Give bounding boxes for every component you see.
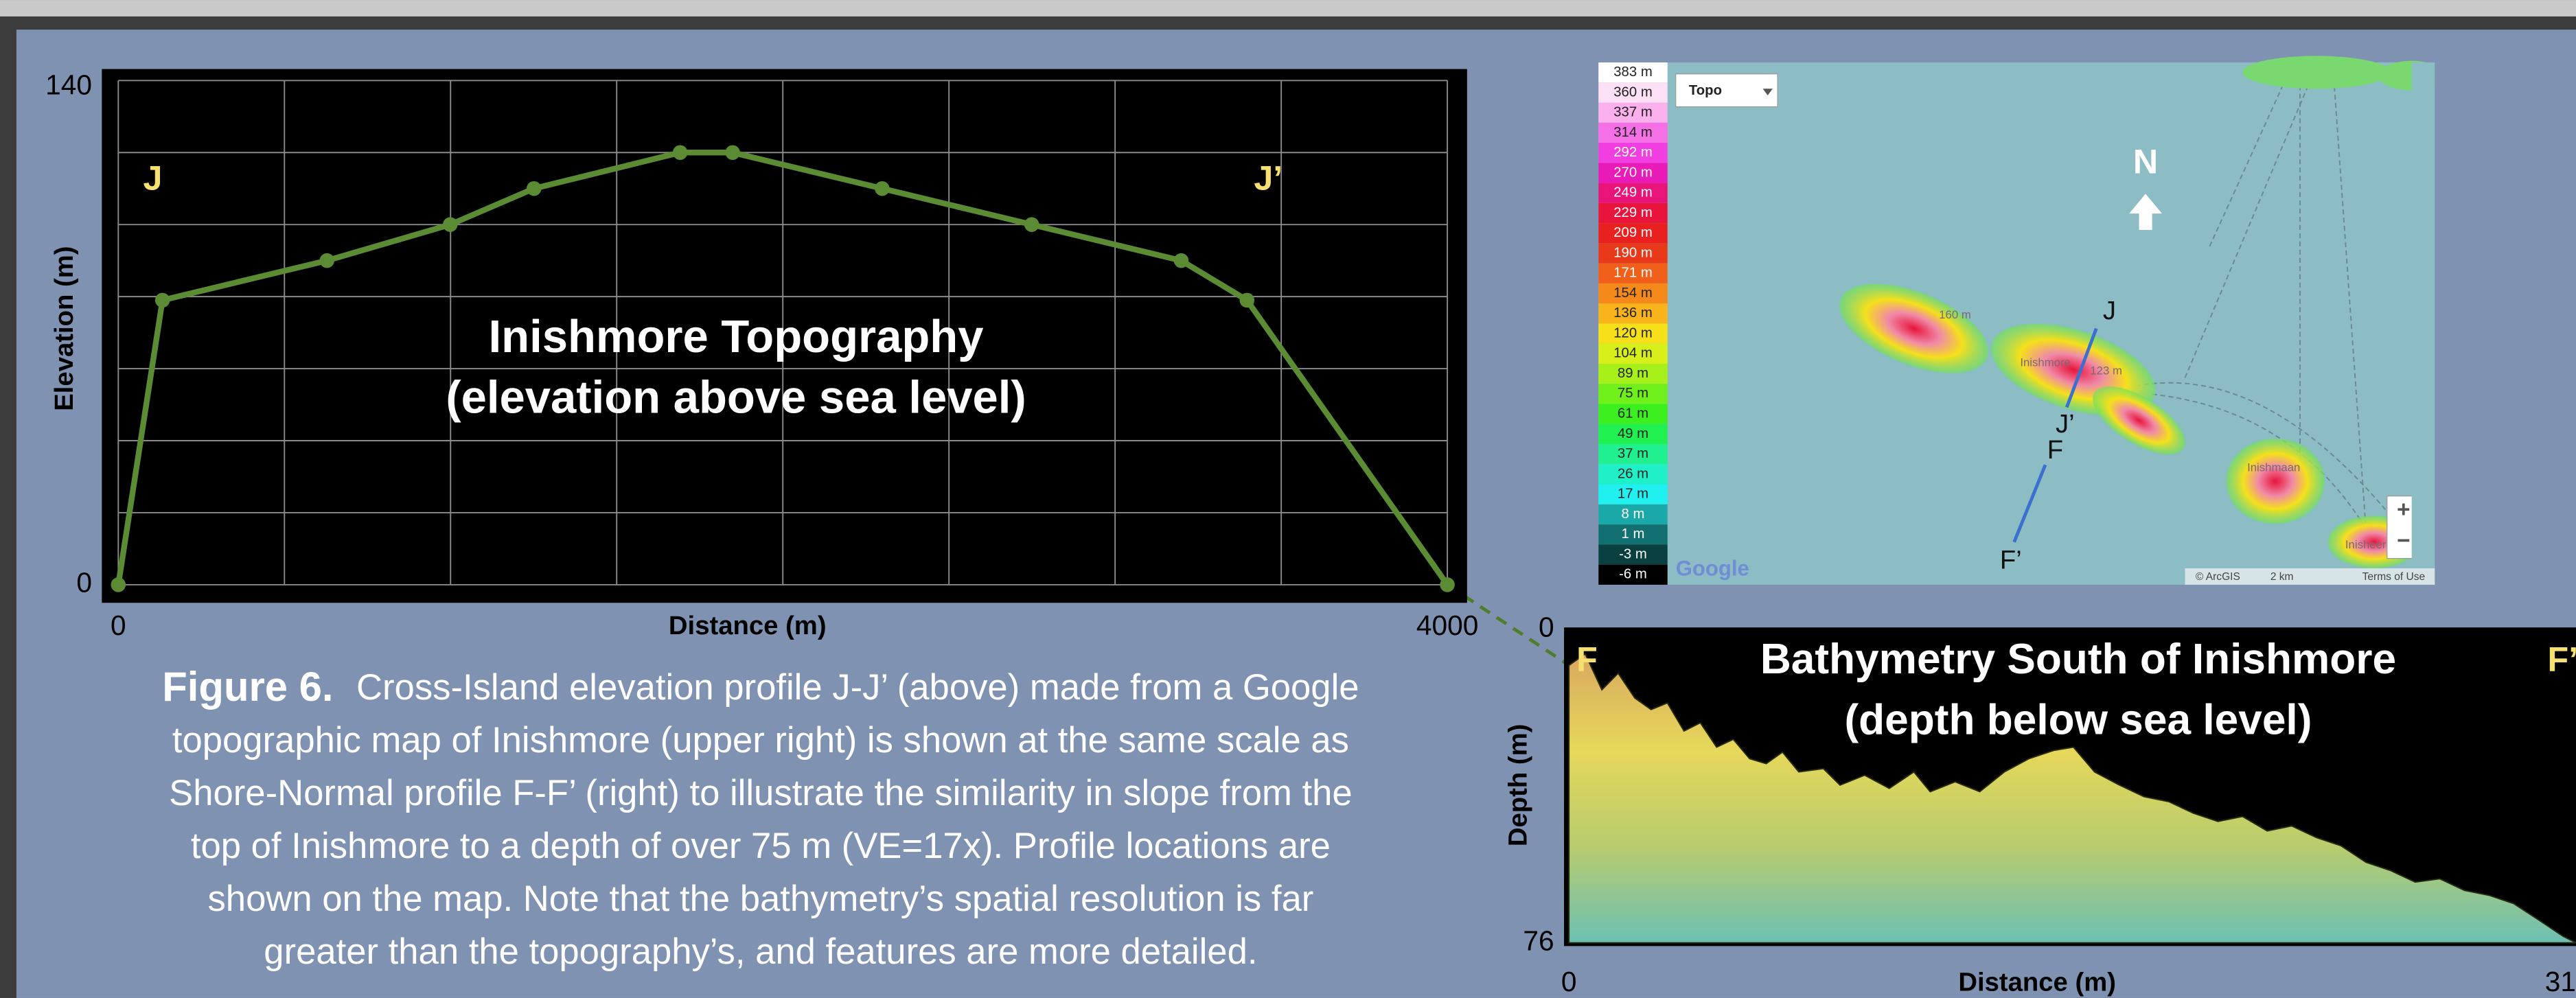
x-tick-label: 0: [111, 610, 126, 641]
legend-label: 360 m: [1613, 84, 1653, 100]
point: [1174, 253, 1189, 268]
x-axis-label: Distance (m): [1958, 967, 2116, 997]
profile-label: J’: [2056, 409, 2075, 439]
place-label: Inishmaan: [2247, 461, 2300, 474]
profile-label: J: [2103, 296, 2116, 325]
chart-title: Bathymetry South of Inishmore: [1760, 636, 2396, 683]
island: [2226, 439, 2325, 524]
x-axis-label: Distance (m): [669, 611, 827, 640]
legend-label: 61 m: [1618, 406, 1648, 421]
figure: 383 m 360 m 337 m 314 m 292 m 270 m 249 m 229 m…: [0, 0, 2576, 998]
y-axis-label: Elevation (m): [49, 246, 79, 410]
point: [155, 293, 170, 308]
caption-line: greater than the topography’s, and featu…: [264, 931, 1257, 972]
place-label: Inisheer: [2345, 538, 2387, 551]
caption-label: Figure 6.: [162, 664, 333, 710]
attribution: © ArcGIS: [2196, 571, 2240, 583]
map-clip: [2435, 62, 2576, 585]
annotation: F’: [2548, 640, 2576, 679]
chart-subtitle: (depth below sea level): [1844, 696, 2312, 743]
legend-label: 229 m: [1613, 205, 1653, 220]
annotation: J’: [1254, 159, 1283, 198]
caption-line: Shore-Normal profile F-F’ (right) to ill…: [169, 773, 1353, 813]
caption-text: Cross-Island elevation profile J-J’ (abo…: [356, 667, 1359, 708]
page: {"chart_data": [ {"type": "line", "title…: [0, 0, 2576, 998]
profile-label: F: [2047, 435, 2063, 465]
annotation: J: [143, 159, 163, 198]
legend-label: 104 m: [1613, 346, 1653, 361]
legend-label: 292 m: [1613, 145, 1653, 160]
legend-label: 154 m: [1613, 286, 1653, 301]
point: [1440, 577, 1455, 592]
caption-line: top of Inishmore to a depth of over 75 m…: [191, 826, 1331, 866]
legend-label: 190 m: [1613, 245, 1653, 260]
profile-label: F’: [2000, 546, 2022, 575]
point: [1240, 293, 1255, 308]
legend-label: 249 m: [1613, 185, 1653, 200]
point: [527, 181, 542, 196]
point: [673, 145, 688, 160]
point: [725, 145, 740, 160]
legend-label: 209 m: [1613, 225, 1653, 240]
map: 383 m 360 m 337 m 314 m 292 m 270 m 249 m 229 m…: [1598, 56, 2576, 585]
legend-label: 383 m: [1613, 65, 1653, 80]
land: [2242, 56, 2390, 89]
legend-label: 171 m: [1613, 266, 1653, 281]
point: [111, 577, 126, 592]
caption-line: shown on the map. Note that the bathymet…: [207, 879, 1313, 919]
place-label: 123 m: [2090, 364, 2122, 377]
legend-label: 136 m: [1613, 305, 1653, 321]
legend-label: -3 m: [1619, 546, 1647, 561]
chart-subtitle: (elevation above sea level): [446, 372, 1026, 423]
legend-label: 337 m: [1613, 105, 1653, 120]
chart-title: Inishmore Topography: [489, 311, 984, 362]
y-tick-label: 0: [1539, 611, 1554, 642]
legend-label: 17 m: [1618, 487, 1648, 502]
zoom-button[interactable]: −: [2397, 529, 2411, 554]
legend-label: 120 m: [1613, 325, 1653, 340]
legend-label: 314 m: [1613, 125, 1653, 140]
point: [1024, 217, 1039, 232]
legend-label: 26 m: [1618, 466, 1648, 481]
x-tick-label: 0: [1561, 966, 1577, 997]
y-tick-label: 0: [76, 567, 92, 599]
point: [875, 181, 890, 196]
legend-label: 37 m: [1618, 446, 1648, 461]
legend-label: 89 m: [1618, 366, 1648, 381]
map-logo: Google: [1676, 557, 1749, 581]
legend-label: 270 m: [1613, 165, 1653, 180]
north-label: N: [2133, 143, 2158, 181]
legend-label: 1 m: [1622, 526, 1645, 542]
point: [443, 217, 458, 232]
legend-label: 8 m: [1622, 507, 1645, 522]
y-tick-label: 76: [1523, 925, 1554, 956]
dropdown-label[interactable]: Topo: [1689, 83, 1722, 98]
x-tick-label: 4000: [1416, 610, 1478, 641]
y-tick-label: 140: [45, 69, 92, 101]
map-edge: [2412, 62, 2435, 585]
legend-label: 75 m: [1618, 386, 1648, 401]
zoom-button[interactable]: +: [2397, 497, 2411, 522]
legend-label: 49 m: [1618, 426, 1648, 441]
place-label: Inishmore: [2020, 356, 2071, 369]
place-label: 160 m: [1939, 308, 1971, 321]
attribution: 2 km: [2270, 571, 2294, 583]
annotation: F: [1576, 640, 1598, 679]
caption-line: topographic map of Inishmore (upper righ…: [172, 720, 1349, 761]
y-axis-label: Depth (m): [1504, 724, 1533, 847]
attribution: Terms of Use: [2362, 571, 2426, 583]
legend-label: -6 m: [1619, 567, 1647, 582]
point: [319, 253, 334, 268]
x-tick-label: 3150: [2545, 966, 2576, 997]
